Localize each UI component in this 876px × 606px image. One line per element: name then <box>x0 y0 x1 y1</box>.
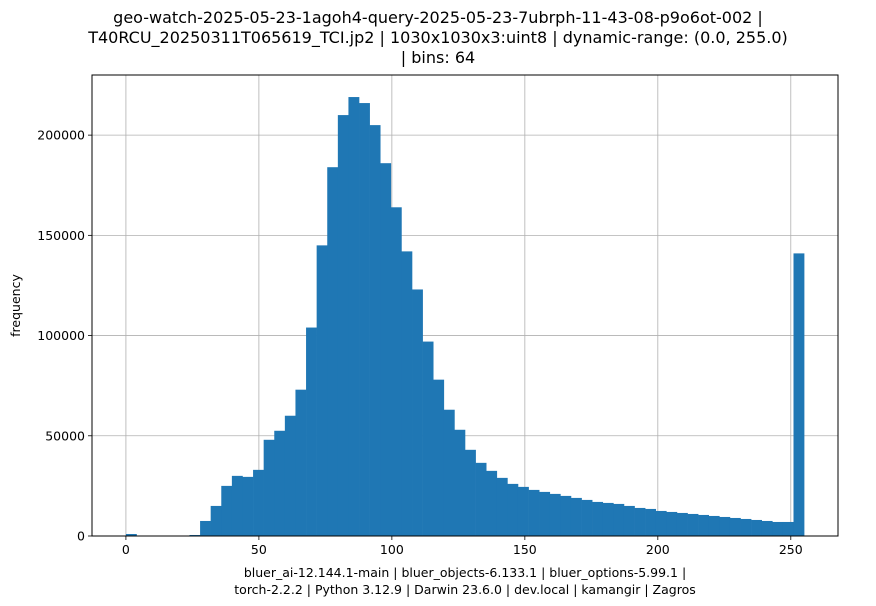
histogram-bar <box>751 519 763 536</box>
histogram-bar <box>528 489 540 536</box>
histogram-bar <box>623 505 635 536</box>
histogram-bar <box>549 493 561 536</box>
x-axis-ticks: 0 50 100 150 200 250 <box>122 536 803 557</box>
x-axis-label-line: bluer_ai-12.144.1-main | bluer_objects-6… <box>243 565 687 580</box>
histogram-bar <box>337 115 349 536</box>
histogram-bar <box>284 415 296 536</box>
histogram-bar <box>539 491 551 536</box>
histogram-bar <box>327 167 339 536</box>
histogram-bar <box>454 429 466 536</box>
chart-title-line: geo-watch-2025-05-23-1agoh4-query-2025-0… <box>113 8 763 27</box>
y-tick-label: 200000 <box>37 128 85 143</box>
histogram-bar <box>496 477 508 536</box>
x-tick-label: 200 <box>646 542 670 557</box>
x-tick-label: 100 <box>380 542 404 557</box>
histogram-bar <box>316 245 328 536</box>
histogram-bar <box>263 439 275 536</box>
histogram-bar <box>602 502 614 536</box>
histogram-bar <box>570 497 582 536</box>
histogram-bar <box>634 507 646 536</box>
histogram-bar <box>401 251 413 536</box>
histogram-bar <box>359 103 370 537</box>
histogram-bar <box>390 207 402 536</box>
histogram-bar <box>772 521 784 536</box>
histogram-bar <box>581 499 593 536</box>
y-tick-label: 50000 <box>45 428 85 443</box>
histogram-bar <box>655 510 667 536</box>
histogram-bar <box>486 470 498 536</box>
histogram-bar <box>231 475 243 536</box>
histogram-bar <box>422 341 434 536</box>
y-tick-label: 150000 <box>37 228 85 243</box>
histogram-bar <box>295 389 307 536</box>
histogram-bar <box>676 512 688 536</box>
y-tick-label: 100000 <box>37 328 85 343</box>
histogram-bar <box>613 503 625 536</box>
histogram-bar <box>698 514 710 536</box>
y-axis-label: frequency <box>8 274 23 337</box>
histogram-bar <box>253 469 264 536</box>
x-axis-label-line: torch-2.2.2 | Python 3.12.9 | Darwin 23.… <box>234 582 696 597</box>
histogram-bar <box>412 289 423 536</box>
x-tick-label: 150 <box>513 542 537 557</box>
histogram-bar <box>645 508 657 536</box>
histogram-bar <box>507 483 519 536</box>
histogram-bar <box>200 520 211 536</box>
histogram-bar <box>592 501 604 536</box>
y-tick-label: 0 <box>77 529 85 544</box>
histogram-bar <box>517 486 529 536</box>
histogram-bar <box>761 520 773 536</box>
histogram-bar <box>306 327 317 536</box>
plot-frame <box>91 74 839 537</box>
x-tick-label: 250 <box>779 542 803 557</box>
x-axis-label: bluer_ai-12.144.1-main | bluer_objects-6… <box>27 564 876 598</box>
histogram-bar <box>687 513 699 536</box>
histogram-bar <box>210 505 222 536</box>
histogram-bar <box>242 476 254 536</box>
histogram-bar <box>740 518 752 536</box>
histogram-bar <box>189 534 201 536</box>
chart-title-line: T40RCU_20250311T065619_TCI.jp2 | 1030x10… <box>88 28 788 47</box>
histogram-bar <box>433 379 445 536</box>
histogram-bar <box>465 449 476 536</box>
histogram-bar <box>380 163 392 537</box>
chart-title-line: | bins: 64 <box>400 48 476 67</box>
histogram-bar <box>221 485 233 536</box>
histogram-bar <box>666 511 678 536</box>
histogram-bar <box>475 462 487 536</box>
histogram-bar <box>348 97 360 537</box>
y-axis-ticks: 0 50000 100000 150000 200000 <box>37 128 92 544</box>
histogram-bar <box>708 515 720 536</box>
x-tick-label: 50 <box>251 542 267 557</box>
histogram-bar <box>443 409 455 536</box>
chart-title: geo-watch-2025-05-23-1agoh4-query-2025-0… <box>0 8 876 68</box>
x-tick-label: 0 <box>122 542 130 557</box>
histogram-bar <box>729 517 741 536</box>
histogram-bars <box>125 97 805 537</box>
histogram-bar <box>782 521 794 536</box>
histogram-bar <box>719 516 731 536</box>
histogram-bar <box>793 253 805 536</box>
histogram-bar <box>369 125 381 536</box>
histogram-bar <box>560 495 572 536</box>
histogram-bar <box>274 430 286 536</box>
histogram-bar <box>125 533 137 536</box>
